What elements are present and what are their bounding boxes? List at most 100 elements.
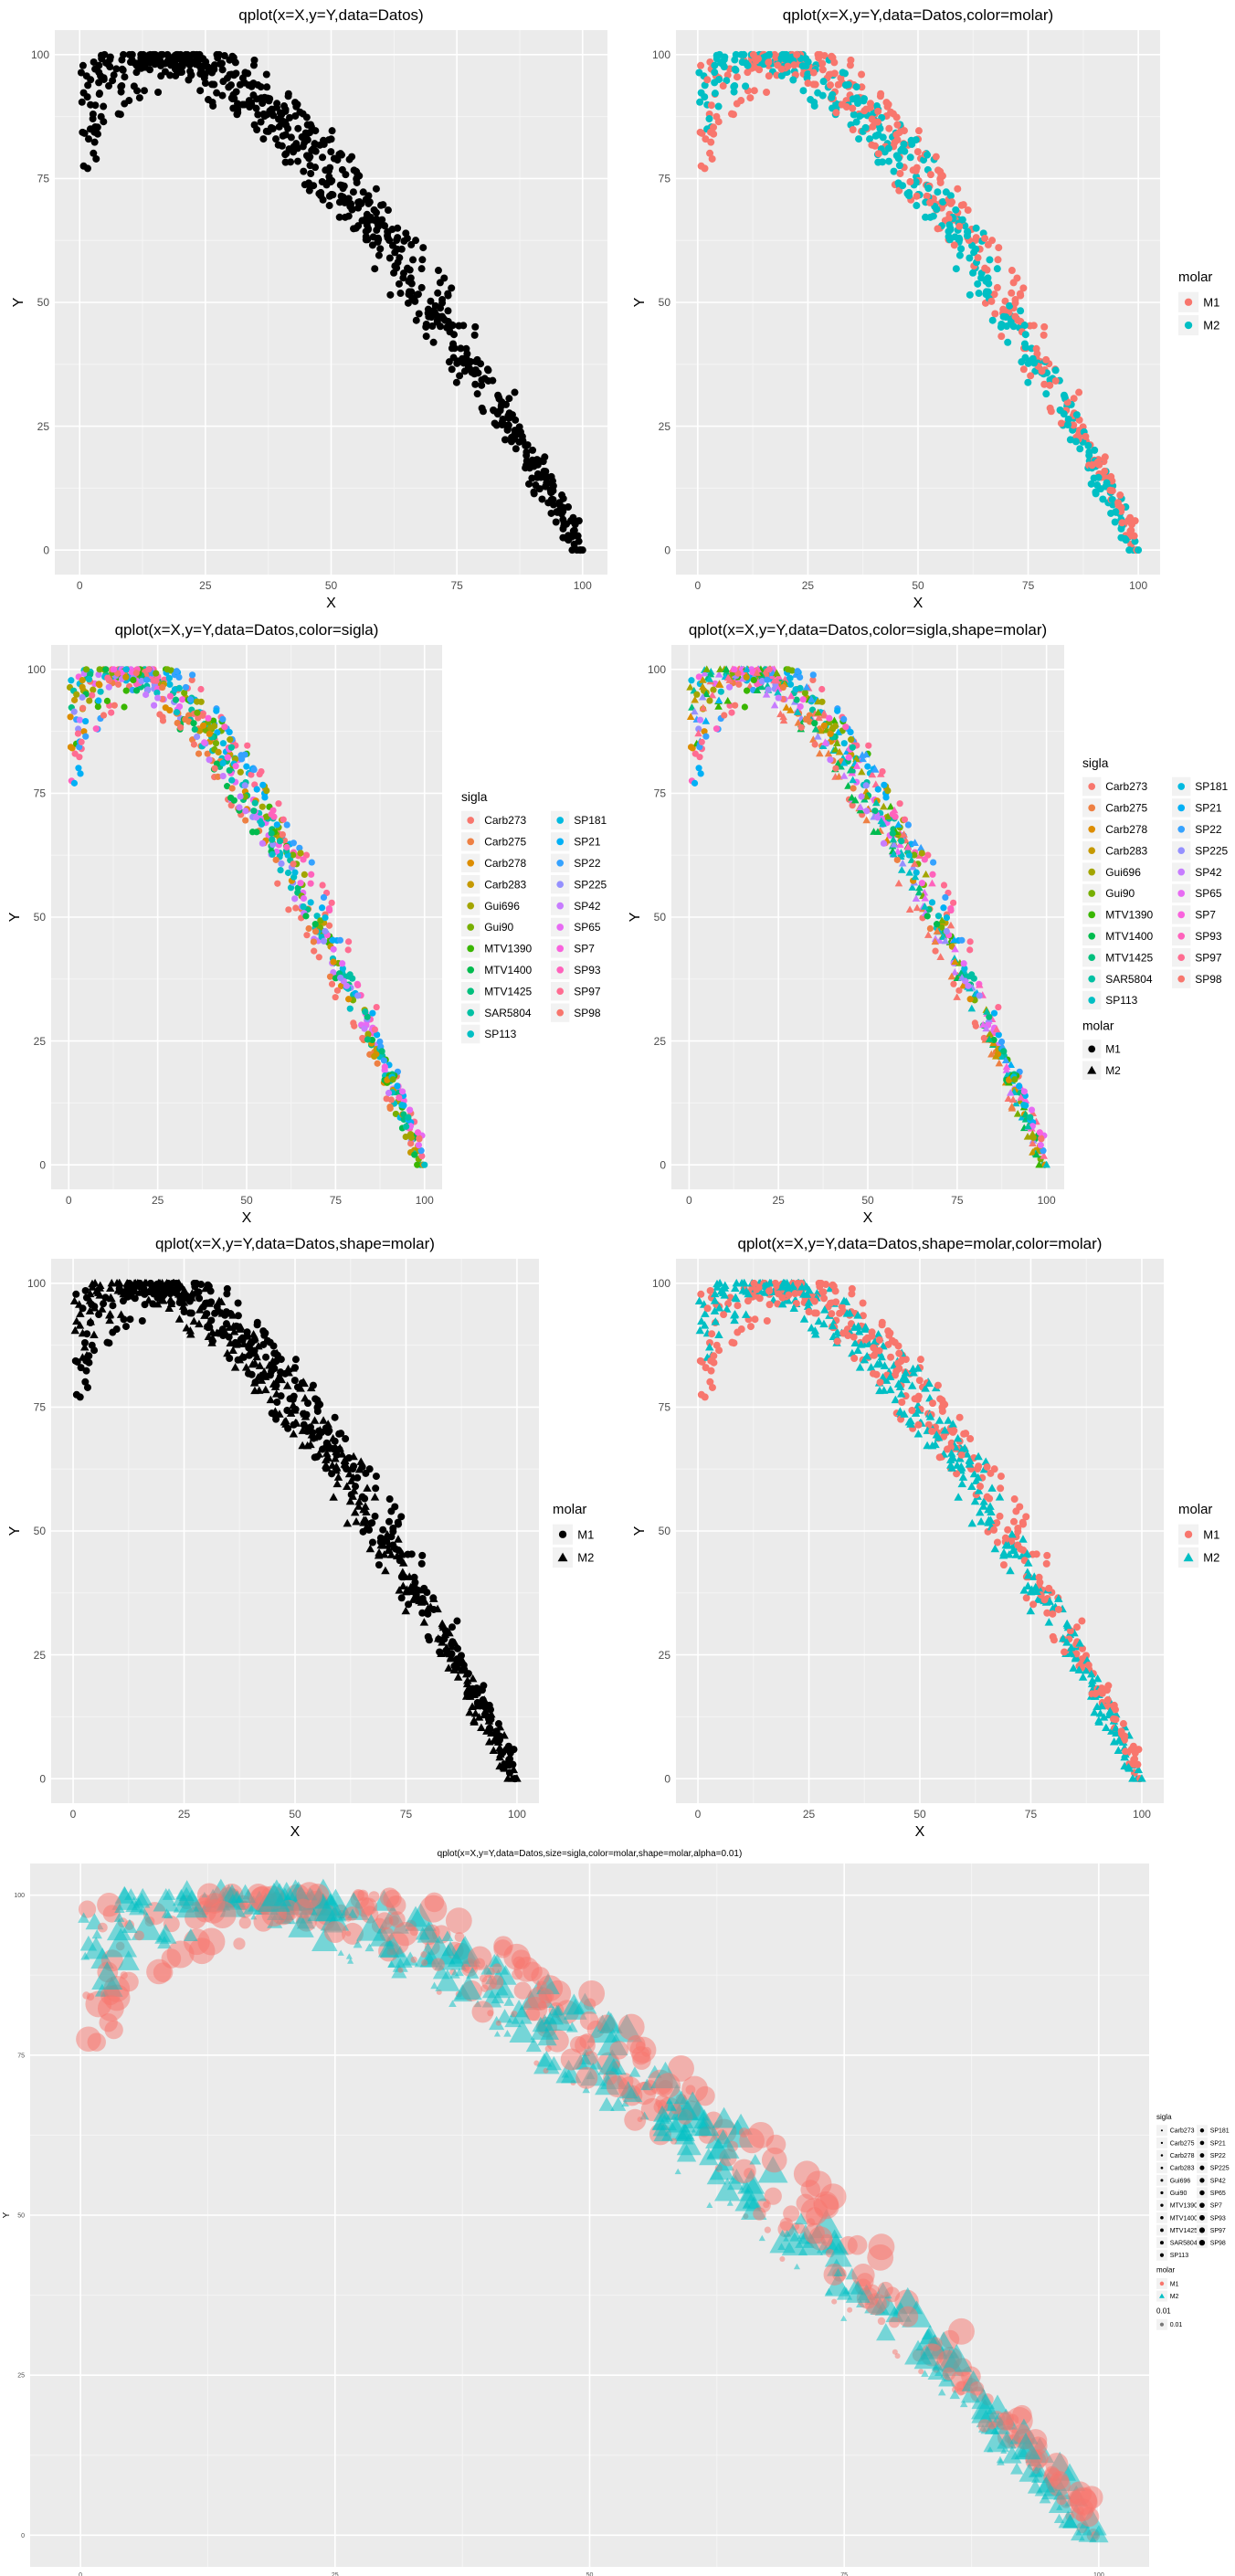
- data-point: [394, 1518, 402, 1526]
- data-point: [114, 110, 122, 118]
- data-point: [157, 50, 165, 58]
- legend-label: M2: [1105, 1064, 1121, 1077]
- data-point: [947, 1453, 957, 1462]
- data-point: [393, 245, 401, 253]
- data-point: [296, 1384, 305, 1392]
- data-point: [1129, 1742, 1137, 1750]
- data-point: [1001, 1056, 1010, 1063]
- legend-circle-icon: [556, 838, 565, 846]
- data-point: [188, 50, 196, 58]
- data-point: [430, 1981, 438, 1990]
- data-point: [1054, 1594, 1063, 1602]
- data-point: [746, 94, 755, 102]
- data-point: [775, 1290, 783, 1298]
- data-point: [79, 128, 87, 136]
- data-point: [328, 980, 336, 987]
- data-point: [907, 1381, 917, 1389]
- data-point: [358, 1462, 366, 1471]
- data-point: [809, 80, 818, 89]
- data-point: [833, 739, 841, 746]
- data-point: [229, 1327, 239, 1336]
- data-point: [144, 55, 153, 63]
- data-point: [401, 1587, 411, 1596]
- data-point: [978, 1502, 988, 1510]
- data-point: [83, 1330, 91, 1338]
- data-point: [415, 310, 423, 318]
- data-point: [1023, 1581, 1033, 1590]
- data-point: [996, 1512, 1004, 1520]
- data-point: [860, 97, 868, 105]
- data-point: [277, 1375, 286, 1384]
- data-point: [287, 158, 295, 166]
- data-point: [358, 1493, 366, 1501]
- data-point: [484, 366, 492, 375]
- data-point: [871, 765, 880, 773]
- data-point: [469, 367, 477, 375]
- data-point: [403, 1123, 410, 1130]
- data-point: [848, 1284, 856, 1293]
- data-point: [1070, 421, 1078, 429]
- data-point: [1001, 1540, 1011, 1549]
- y-axis-label: Y: [632, 297, 648, 307]
- data-point: [208, 80, 216, 89]
- data-point: [167, 61, 175, 69]
- x-tick-label: 75: [1022, 579, 1035, 592]
- data-point: [79, 1304, 87, 1313]
- data-point: [128, 50, 136, 58]
- data-point: [755, 66, 764, 74]
- data-point: [985, 1035, 994, 1043]
- data-point: [896, 800, 903, 808]
- data-point: [1094, 1716, 1103, 1725]
- data-point: [211, 765, 218, 772]
- data-point: [688, 677, 695, 684]
- data-point: [232, 763, 239, 770]
- data-point: [852, 762, 861, 769]
- data-point: [195, 1288, 203, 1296]
- data-point: [153, 1299, 163, 1308]
- data-point: [987, 297, 996, 305]
- data-point: [1078, 1617, 1086, 1625]
- data-point: [839, 772, 849, 779]
- data-point: [325, 166, 333, 174]
- data-point: [895, 162, 903, 170]
- data-point: [333, 1473, 343, 1481]
- data-point: [871, 808, 879, 815]
- data-point: [695, 673, 702, 681]
- data-point: [368, 1538, 376, 1547]
- data-point: [164, 1910, 174, 1919]
- y-tick-label: 75: [37, 173, 50, 185]
- data-point: [1009, 279, 1018, 287]
- data-point: [444, 1663, 453, 1672]
- y-tick-label: 100: [652, 1277, 670, 1290]
- data-point: [411, 297, 419, 305]
- data-point: [707, 101, 715, 110]
- data-point: [953, 1470, 961, 1478]
- data-point: [802, 715, 810, 723]
- data-point: [164, 1304, 174, 1313]
- data-point: [438, 1638, 447, 1646]
- data-point: [315, 1426, 325, 1434]
- data-point: [289, 1430, 299, 1438]
- data-point: [503, 1774, 512, 1782]
- data-point: [405, 1600, 413, 1609]
- data-point: [844, 782, 852, 789]
- x-tick-label: 50: [240, 1194, 253, 1207]
- y-tick-label: 0: [39, 1158, 46, 1171]
- data-point: [495, 1761, 504, 1770]
- data-point: [730, 1315, 739, 1325]
- data-point: [272, 856, 280, 863]
- data-point: [94, 1288, 103, 1297]
- data-point: [1076, 445, 1084, 453]
- legend-label: MTV1390: [1105, 909, 1153, 922]
- data-point: [300, 903, 307, 911]
- data-point: [275, 800, 282, 808]
- data-point: [82, 1367, 90, 1375]
- data-point: [480, 1706, 490, 1716]
- x-tick-label: 50: [289, 1808, 301, 1821]
- data-point: [330, 945, 337, 953]
- data-point: [219, 772, 227, 780]
- data-point: [975, 290, 983, 298]
- data-point: [350, 225, 358, 233]
- data-point: [372, 185, 380, 193]
- data-point: [208, 69, 216, 77]
